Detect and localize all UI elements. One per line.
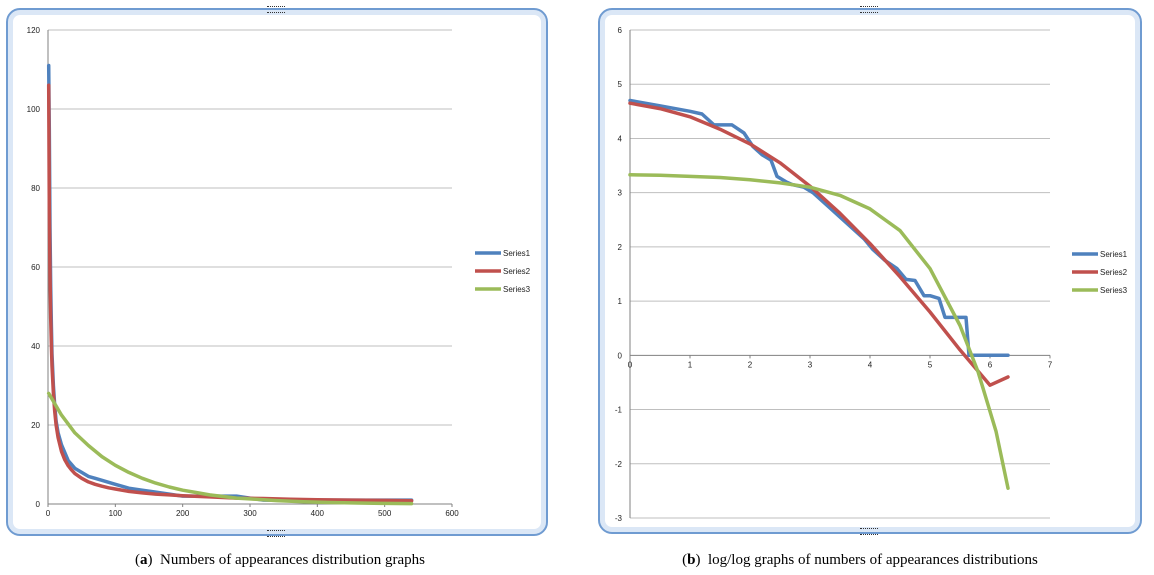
chart-frame-a bbox=[6, 8, 548, 536]
x-tick-label: 0 bbox=[46, 509, 51, 518]
y-tick-label: 40 bbox=[31, 342, 40, 351]
x-tick-label: 200 bbox=[176, 509, 190, 518]
caption-a-label: a bbox=[140, 552, 148, 568]
y-tick-label: -1 bbox=[615, 406, 623, 415]
chart-frame-b bbox=[598, 8, 1142, 534]
y-tick-label: 0 bbox=[36, 500, 41, 509]
x-tick-label: 0 bbox=[628, 360, 633, 369]
caption-b-text: log/log graphs of numbers of appearances… bbox=[707, 552, 1038, 568]
x-tick-label: 600 bbox=[445, 509, 459, 518]
x-tick-label: 5 bbox=[928, 360, 933, 369]
resize-handle-top-b[interactable] bbox=[860, 6, 878, 13]
y-tick-label: -3 bbox=[615, 514, 623, 523]
chart-panel-a: 0 20 40 60 80 100 120 0 100 200 300 400 500 600 Series… bbox=[0, 0, 552, 548]
x-tick-label: 4 bbox=[868, 360, 873, 369]
legend-label-1: Series1 bbox=[1100, 250, 1128, 259]
y-tick-label: 100 bbox=[27, 105, 41, 114]
y-tick-label: 80 bbox=[31, 184, 40, 193]
x-tick-label: 500 bbox=[378, 509, 392, 518]
y-tick-label: -2 bbox=[615, 460, 623, 469]
y-tick-label: 3 bbox=[618, 189, 623, 198]
x-tick-label: 1 bbox=[688, 360, 693, 369]
y-tick-label: 0 bbox=[618, 351, 623, 360]
legend-label-1: Series1 bbox=[503, 249, 531, 258]
legend-label-3: Series3 bbox=[1100, 286, 1128, 295]
x-tick-label: 2 bbox=[748, 360, 753, 369]
caption-a: (a) Numbers of appearances distribution … bbox=[135, 552, 425, 568]
y-tick-label: 5 bbox=[618, 80, 623, 89]
y-tick-label: 20 bbox=[31, 421, 40, 430]
y-tick-label: 4 bbox=[618, 134, 623, 143]
y-tick-label: 1 bbox=[618, 297, 623, 306]
x-tick-label: 100 bbox=[109, 509, 123, 518]
series-line-2 bbox=[628, 101, 1010, 387]
y-tick-label: 60 bbox=[31, 263, 40, 272]
x-tick-label: 3 bbox=[808, 360, 813, 369]
chart-b: -3 -2 -1 0 1 2 3 4 5 6 0 1 2 3 4 5 6 7 Series1 Series2 Serie… bbox=[615, 26, 1128, 523]
caption-b: (b) log/log graphs of numbers of appeara… bbox=[682, 552, 1038, 568]
x-tick-label: 400 bbox=[311, 509, 325, 518]
x-tick-label: 7 bbox=[1048, 360, 1053, 369]
resize-handle-bottom-a[interactable] bbox=[267, 530, 285, 537]
x-tick-label: 6 bbox=[988, 360, 993, 369]
caption-a-text: Numbers of appearances distribution grap… bbox=[160, 552, 425, 568]
legend-label-3: Series3 bbox=[503, 285, 531, 294]
y-tick-label: 120 bbox=[27, 26, 41, 35]
series-line-3 bbox=[628, 173, 1010, 490]
resize-handle-top-a[interactable] bbox=[267, 6, 285, 13]
caption-b-label: b bbox=[687, 552, 696, 568]
series-line-1 bbox=[628, 98, 1010, 358]
x-tick-label: 300 bbox=[243, 509, 257, 518]
chart-a: 0 20 40 60 80 100 120 0 100 200 300 400 500 600 Series… bbox=[27, 26, 531, 518]
legend-label-2: Series2 bbox=[1100, 268, 1128, 277]
series-line-1 bbox=[46, 63, 414, 502]
resize-handle-bottom-b[interactable] bbox=[860, 528, 878, 535]
chart-panel-b: -3 -2 -1 0 1 2 3 4 5 6 0 1 2 3 4 5 6 7 Series1 Series2 Serie… bbox=[594, 0, 1154, 548]
legend-label-2: Series2 bbox=[503, 267, 531, 276]
y-tick-label: 6 bbox=[618, 26, 623, 35]
y-tick-label: 2 bbox=[618, 243, 623, 252]
series-line-2 bbox=[46, 83, 414, 503]
series-line-3 bbox=[46, 391, 414, 506]
